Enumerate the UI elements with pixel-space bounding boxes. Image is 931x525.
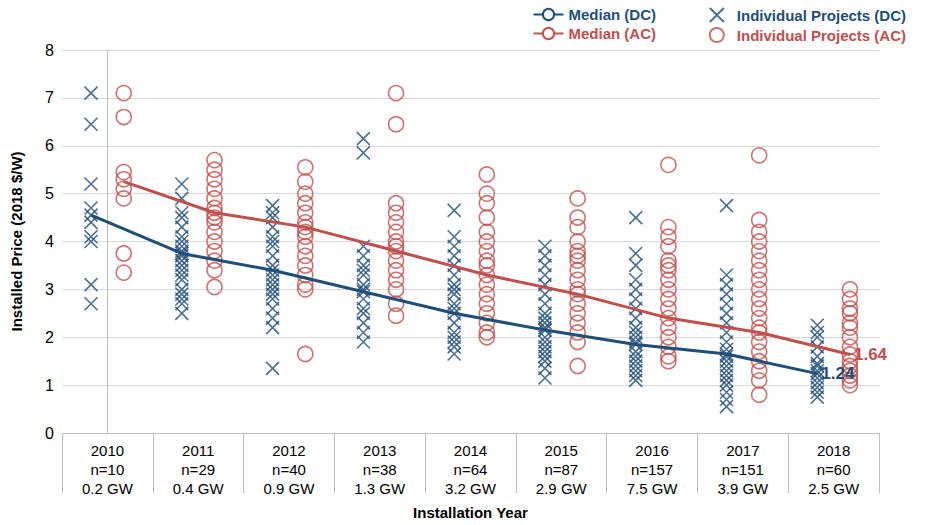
svg-text:2014: 2014 — [454, 442, 487, 459]
svg-text:0.9 GW: 0.9 GW — [264, 480, 316, 497]
svg-text:2016: 2016 — [635, 442, 668, 459]
svg-text:0: 0 — [45, 425, 54, 442]
svg-text:2: 2 — [45, 329, 54, 346]
svg-text:1.3 GW: 1.3 GW — [354, 480, 406, 497]
svg-text:n=60: n=60 — [817, 461, 851, 478]
svg-text:Individual Projects (DC): Individual Projects (DC) — [737, 7, 906, 24]
svg-text:2013: 2013 — [363, 442, 396, 459]
svg-text:6: 6 — [45, 137, 54, 154]
svg-text:Installed Price (2018 $/W): Installed Price (2018 $/W) — [8, 151, 25, 331]
svg-text:1.64: 1.64 — [854, 345, 888, 364]
svg-text:8: 8 — [45, 42, 54, 59]
svg-text:n=151: n=151 — [722, 461, 764, 478]
svg-text:n=157: n=157 — [631, 461, 673, 478]
svg-text:Median (AC): Median (AC) — [569, 25, 657, 42]
svg-text:2017: 2017 — [726, 442, 759, 459]
svg-text:2010: 2010 — [91, 442, 124, 459]
svg-text:0.4 GW: 0.4 GW — [173, 480, 225, 497]
svg-text:1.24: 1.24 — [821, 364, 855, 383]
svg-text:0.2 GW: 0.2 GW — [82, 480, 134, 497]
svg-text:2.9 GW: 2.9 GW — [536, 480, 588, 497]
svg-text:n=29: n=29 — [181, 461, 215, 478]
svg-text:n=64: n=64 — [454, 461, 488, 478]
svg-text:2011: 2011 — [182, 442, 214, 459]
svg-text:Individual Projects (AC): Individual Projects (AC) — [737, 27, 906, 44]
svg-text:n=38: n=38 — [363, 461, 397, 478]
svg-text:n=87: n=87 — [544, 461, 578, 478]
svg-text:n=10: n=10 — [90, 461, 124, 478]
svg-text:3: 3 — [45, 281, 54, 298]
svg-text:2012: 2012 — [272, 442, 305, 459]
svg-text:7: 7 — [45, 89, 54, 106]
svg-text:Installation Year: Installation Year — [413, 504, 528, 521]
svg-text:2018: 2018 — [817, 442, 850, 459]
svg-text:1: 1 — [45, 377, 54, 394]
svg-text:2015: 2015 — [545, 442, 578, 459]
svg-text:2.5 GW: 2.5 GW — [808, 480, 860, 497]
svg-text:5: 5 — [45, 185, 54, 202]
svg-text:7.5 GW: 7.5 GW — [627, 480, 679, 497]
svg-text:n=40: n=40 — [272, 461, 306, 478]
svg-text:3.2 GW: 3.2 GW — [445, 480, 497, 497]
svg-text:3.9 GW: 3.9 GW — [717, 480, 769, 497]
svg-text:Median (DC): Median (DC) — [569, 6, 657, 23]
svg-text:4: 4 — [45, 233, 54, 250]
